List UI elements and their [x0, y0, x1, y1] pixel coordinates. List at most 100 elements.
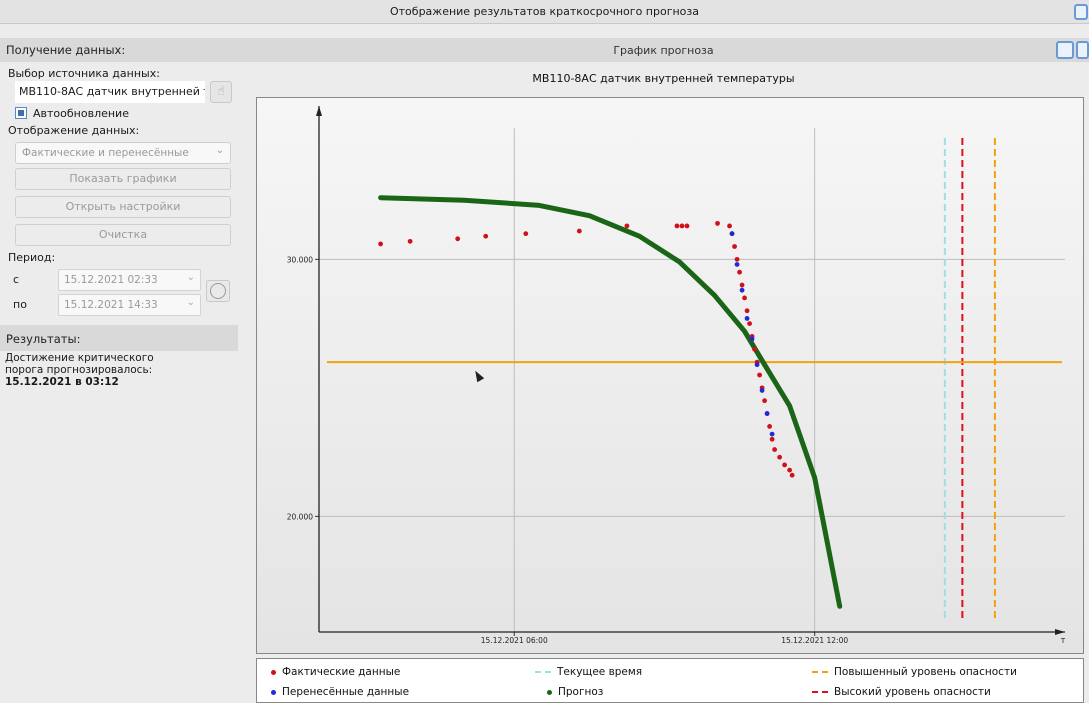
chevron-down-icon: ⌄ — [186, 297, 195, 308]
transferred-point — [729, 231, 735, 237]
forecast-header: График прогноза — [238, 38, 1089, 62]
transferred-point — [754, 362, 760, 368]
y-axis-arrow — [316, 106, 322, 116]
display-mode-select[interactable]: Фактические и перенесённые ⌄ — [15, 142, 231, 164]
legend-transferred-label: Перенесённые данные — [282, 686, 410, 698]
chart-frame[interactable]: 15.12.2021 06:00 15.12.2021 12:00 30.000 20… — [256, 97, 1084, 654]
transferred-point — [744, 316, 750, 321]
dashed-line-icon — [535, 671, 551, 673]
legend-elevated: Повышенный уровень опасности — [812, 666, 1017, 678]
y-tick-label: 30.000 — [287, 255, 313, 264]
legend-current-time-label: Текущее время — [557, 666, 643, 678]
result-text: Достижение критического порога прогнозир… — [5, 352, 225, 388]
actual-point — [684, 223, 690, 229]
actual-point — [789, 472, 795, 478]
source-label: Выбор источника данных: — [8, 67, 160, 80]
chevron-down-icon: ⌄ — [215, 145, 224, 156]
period-label: Период: — [8, 251, 56, 264]
dot-icon — [271, 689, 276, 695]
transferred-point — [759, 388, 765, 393]
result-line-1: Достижение критического — [5, 352, 154, 364]
transferred-point — [769, 431, 775, 437]
transferred-point — [749, 336, 755, 342]
legend-forecast: Прогноз — [547, 686, 603, 698]
legend-actual-label: Фактические данные — [282, 666, 401, 678]
select-source-button[interactable]: ☝ — [210, 81, 232, 103]
chart-title: МВ110-8АС датчик внутренней температуры — [532, 72, 795, 85]
actual-point — [787, 467, 793, 473]
forecast-curve — [378, 195, 843, 609]
plot-background — [257, 98, 1083, 653]
forecast-chart[interactable]: 15.12.2021 06:00 15.12.2021 12:00 30.000 20… — [257, 98, 1083, 653]
autoupdate-label: Автообновление — [33, 107, 129, 120]
chevron-down-icon: ⌄ — [186, 272, 195, 283]
from-date-value: 15.12.2021 02:33 — [64, 274, 158, 286]
results-section-header: Результаты: — [0, 325, 238, 351]
transferred-point — [739, 287, 745, 293]
from-date-field[interactable]: 15.12.2021 02:33 ⌄ — [58, 269, 201, 291]
actual-point — [727, 223, 732, 229]
dashed-line-icon — [812, 691, 828, 693]
source-field[interactable]: МВ110-8АС датчик внутренней те… — [15, 81, 205, 103]
legend-forecast-label: Прогноз — [558, 686, 604, 698]
hand-pointer-icon: ☝ — [217, 84, 225, 99]
show-charts-button[interactable]: Показать графики — [15, 168, 231, 190]
title-bar: Отображение результатов краткосрочного п… — [0, 0, 1089, 24]
window-icon[interactable] — [1074, 4, 1088, 20]
actual-point — [747, 321, 752, 326]
legend-transferred: Перенесённые данные — [271, 686, 409, 698]
clear-button[interactable]: Очистка — [15, 224, 231, 246]
actual-point — [742, 295, 747, 301]
legend-high: Высокий уровень опасности — [812, 686, 991, 698]
x-axis-label: T — [1060, 637, 1066, 645]
autoupdate-checkbox[interactable] — [15, 107, 27, 119]
window-title: Отображение результатов краткосрочного п… — [389, 5, 699, 18]
transferred-point — [734, 262, 740, 267]
display-mode-value: Фактические и перенесённые — [22, 147, 189, 159]
from-label: с — [13, 273, 20, 286]
actual-point — [715, 220, 720, 226]
data-section-header: Получение данных: — [0, 38, 238, 62]
open-settings-button[interactable]: Открыть настройки — [15, 196, 231, 218]
actual-point — [455, 236, 461, 242]
x-tick-label: 15.12.2021 12:00 — [781, 636, 848, 645]
to-date-field[interactable]: 15.12.2021 14:33 ⌄ — [58, 294, 201, 316]
actual-point — [378, 241, 383, 247]
actual-point — [523, 231, 529, 237]
actual-point — [767, 424, 773, 429]
y-tick-label: 20.000 — [287, 512, 313, 521]
legend-high-label: Высокий уровень опасности — [834, 686, 991, 698]
clock-icon — [210, 283, 226, 299]
actual-point — [752, 346, 757, 352]
dot-icon — [271, 669, 276, 675]
dashed-line-icon — [812, 671, 828, 673]
actual-point — [744, 308, 750, 314]
actual-point — [734, 256, 740, 262]
actual-point — [732, 244, 737, 249]
x-tick-label: 15.12.2021 06:00 — [481, 636, 548, 645]
result-line-2: порога прогнозировалось: — [5, 364, 153, 376]
actual-point — [769, 436, 775, 442]
legend-current-time: Текущее время — [535, 666, 642, 678]
actual-point — [757, 372, 762, 378]
actual-point — [674, 223, 680, 229]
actual-point — [777, 454, 783, 460]
actual-point — [762, 398, 767, 404]
actual-point — [739, 282, 745, 288]
actual-point — [772, 447, 778, 452]
transferred-point — [764, 411, 770, 416]
x-axis-arrow — [1055, 629, 1065, 635]
clock-button[interactable] — [206, 280, 230, 302]
dot-icon — [547, 689, 552, 695]
actual-point — [679, 223, 685, 229]
actual-point — [782, 462, 788, 468]
zoom-reset-icon[interactable] — [1056, 41, 1074, 59]
chart-legend: Фактические данные Перенесённые данные Т… — [256, 658, 1084, 703]
result-date: 15.12.2021 в 03:12 — [5, 376, 119, 388]
actual-point — [737, 269, 742, 275]
forecast-header-title: График прогноза — [613, 44, 714, 57]
to-date-value: 15.12.2021 14:33 — [64, 299, 158, 311]
save-chart-icon[interactable] — [1076, 41, 1089, 59]
display-label: Отображение данных: — [8, 124, 140, 137]
actual-point — [407, 238, 413, 244]
